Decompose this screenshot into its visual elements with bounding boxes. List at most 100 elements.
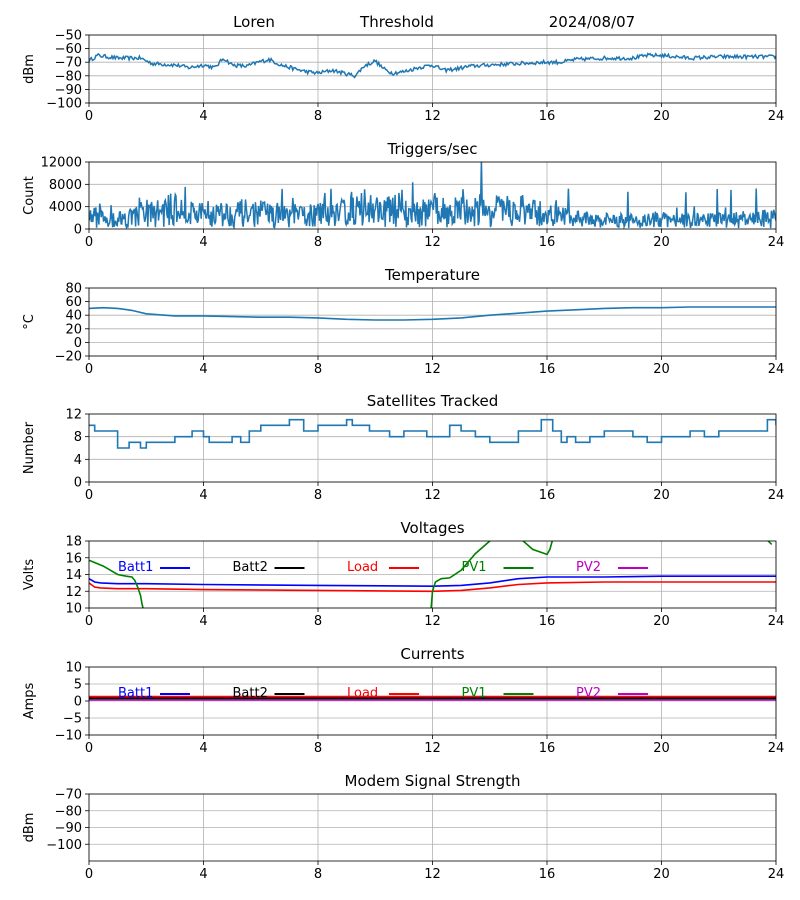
- y-tick-label: −20: [55, 350, 82, 365]
- y-tick-label: 10: [65, 602, 82, 617]
- x-tick-label: 16: [539, 488, 556, 503]
- y-tick-label: −90: [55, 83, 82, 98]
- x-tick-label: 16: [539, 867, 556, 882]
- header-station: Loren: [233, 13, 275, 31]
- x-tick-label: 4: [199, 488, 207, 503]
- y-tick-label: 80: [65, 282, 82, 297]
- y-axis-label: Amps: [22, 682, 37, 719]
- x-tick-label: 16: [539, 235, 556, 250]
- series-line-threshold: [89, 52, 776, 79]
- y-tick-label: 0: [74, 336, 82, 351]
- series-line-temperature: [89, 306, 776, 321]
- panel-title: Satellites Tracked: [367, 392, 498, 410]
- series-line-batt1: [89, 575, 776, 588]
- y-tick-label: 12: [65, 408, 82, 423]
- x-tick-label: 16: [539, 614, 556, 629]
- x-tick-label: 4: [199, 741, 207, 756]
- x-tick-label: 16: [539, 362, 556, 377]
- series-line-triggers: [89, 162, 776, 229]
- header-mode: Threshold: [359, 13, 434, 31]
- panel-satellites: 0 4 8 12 16 20 24 0 4 8 12 Satellites Tracked Number: [22, 392, 784, 503]
- x-tick-label: 0: [85, 362, 93, 377]
- x-tick-label: 20: [653, 109, 670, 124]
- series-group: [89, 695, 776, 701]
- x-tick-label: 16: [539, 741, 556, 756]
- x-tick-label: 0: [85, 741, 93, 756]
- x-tick-label: 20: [653, 362, 670, 377]
- x-tick-label: 0: [85, 867, 93, 882]
- x-tick-label: 24: [768, 867, 785, 882]
- y-tick-label: −10: [55, 729, 82, 744]
- y-tick-label: −90: [55, 821, 82, 836]
- y-tick-label: 40: [65, 309, 82, 324]
- y-axis-label: Volts: [22, 559, 37, 591]
- panel-title: Modem Signal Strength: [345, 772, 521, 790]
- axes-frame: [88, 666, 777, 736]
- y-tick-label: 16: [65, 551, 82, 566]
- x-tick-label: 12: [424, 867, 441, 882]
- panel-threshold: 0 4 8 12 16 20 24 −100−90−80−70−60−50 dBm: [22, 29, 784, 125]
- legend-label-load: Load: [347, 686, 378, 701]
- x-tick-label: 8: [314, 488, 322, 503]
- x-tick-label: 20: [653, 235, 670, 250]
- x-tick-label: 4: [199, 614, 207, 629]
- axes-frame: [88, 34, 777, 104]
- series-line-satellites: [89, 418, 776, 449]
- y-tick-label: 8000: [49, 178, 82, 193]
- x-tick-label: 24: [768, 235, 785, 250]
- x-tick-label: 8: [314, 867, 322, 882]
- x-tick-label: 20: [653, 741, 670, 756]
- y-tick-label: 0: [74, 695, 82, 710]
- x-tick-label: 0: [85, 614, 93, 629]
- y-tick-label: 12: [65, 585, 82, 600]
- x-tick-label: 12: [424, 109, 441, 124]
- y-axis-label: dBm: [22, 813, 37, 843]
- panel-title: Triggers/sec: [387, 140, 478, 158]
- x-tick-label: 24: [768, 488, 785, 503]
- x-tick-label: 4: [199, 867, 207, 882]
- legend-label-batt1: Batt1: [118, 686, 153, 701]
- x-tick-label: 8: [314, 362, 322, 377]
- x-tick-label: 24: [768, 741, 785, 756]
- y-tick-label: 14: [65, 568, 82, 583]
- axes-frame: [88, 540, 777, 609]
- x-tick-label: 24: [768, 109, 785, 124]
- y-axis-label: Count: [22, 176, 37, 215]
- legend-label-load: Load: [347, 560, 378, 575]
- series-line-pv1: [89, 541, 773, 608]
- y-tick-label: −60: [55, 42, 82, 57]
- panel-title: Temperature: [384, 266, 480, 284]
- x-tick-label: 24: [768, 362, 785, 377]
- y-tick-label: −80: [55, 69, 82, 84]
- x-tick-label: 0: [85, 235, 93, 250]
- axes-frame: [88, 413, 777, 483]
- legend-label-batt1: Batt1: [118, 560, 153, 575]
- legend-label-pv1: PV1: [462, 686, 487, 701]
- y-tick-label: 8: [74, 430, 82, 445]
- legend-label-pv1: PV1: [462, 560, 487, 575]
- y-tick-label: −50: [55, 29, 82, 44]
- y-tick-label: −5: [63, 712, 82, 727]
- panel-title: Voltages: [400, 519, 464, 537]
- x-tick-label: 16: [539, 109, 556, 124]
- y-tick-label: −70: [55, 788, 82, 803]
- x-tick-label: 20: [653, 488, 670, 503]
- y-tick-label: 0: [74, 476, 82, 491]
- x-tick-label: 8: [314, 741, 322, 756]
- x-tick-label: 24: [768, 614, 785, 629]
- y-tick-label: −80: [55, 804, 82, 819]
- legend-label-batt2: Batt2: [233, 686, 268, 701]
- y-axis-label: °C: [22, 314, 37, 330]
- axes-frame: [88, 287, 777, 357]
- series-group: [89, 52, 776, 79]
- y-tick-label: 12000: [41, 156, 82, 171]
- y-tick-label: 18: [65, 535, 82, 550]
- series-group: [89, 541, 776, 608]
- panel-title: Currents: [400, 645, 464, 663]
- y-tick-label: −100: [46, 838, 82, 853]
- panel-modem: 0 4 8 12 16 20 24 −100 −90 −80−70 Modem Signal Str…: [22, 772, 784, 882]
- x-tick-label: 4: [199, 235, 207, 250]
- y-tick-label: −100: [46, 97, 82, 112]
